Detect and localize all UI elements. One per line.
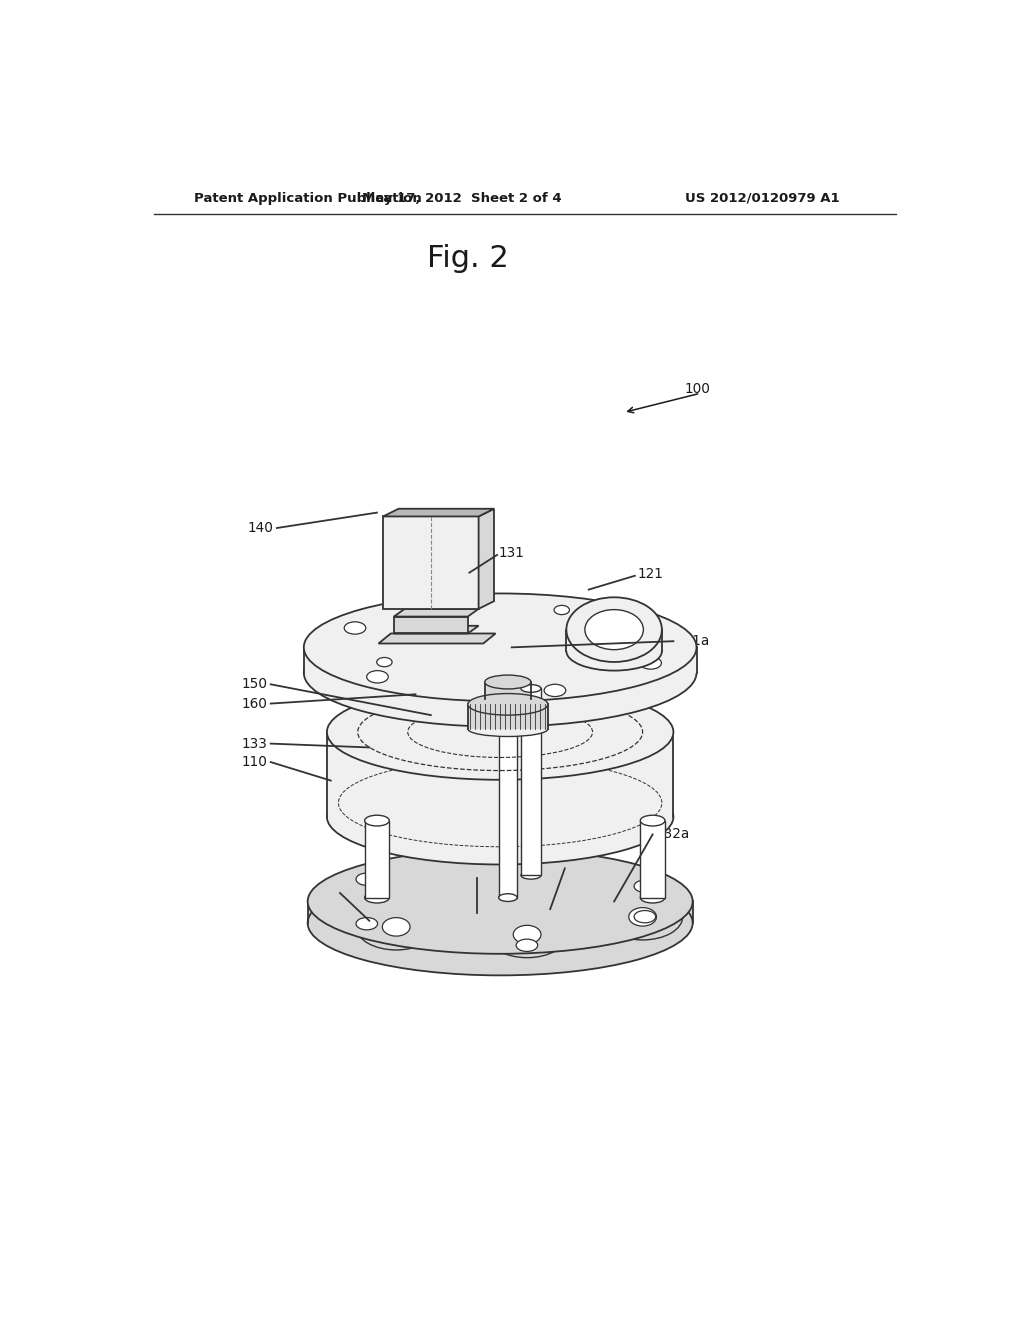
Polygon shape <box>379 634 496 644</box>
Text: 121: 121 <box>637 568 664 581</box>
Polygon shape <box>307 902 692 923</box>
Ellipse shape <box>484 675 531 689</box>
Ellipse shape <box>585 610 643 649</box>
Ellipse shape <box>634 911 655 923</box>
Ellipse shape <box>356 917 378 929</box>
Text: 131a: 131a <box>676 634 710 648</box>
Text: 133: 133 <box>242 737 267 751</box>
Polygon shape <box>640 821 665 898</box>
Text: Fig. 2: Fig. 2 <box>427 244 509 273</box>
Text: 131: 131 <box>499 545 524 560</box>
Ellipse shape <box>468 722 548 737</box>
Ellipse shape <box>365 892 389 903</box>
Text: 122: 122 <box>568 859 594 874</box>
Polygon shape <box>394 626 478 634</box>
Ellipse shape <box>327 684 674 780</box>
Ellipse shape <box>521 685 541 692</box>
Ellipse shape <box>516 939 538 952</box>
Text: Patent Application Publication: Patent Application Publication <box>194 191 422 205</box>
Text: US 2012/0120979 A1: US 2012/0120979 A1 <box>685 191 840 205</box>
Text: 160: 160 <box>242 697 267 710</box>
Polygon shape <box>478 508 494 609</box>
Ellipse shape <box>566 632 662 671</box>
Ellipse shape <box>499 894 517 902</box>
Polygon shape <box>327 733 674 817</box>
Ellipse shape <box>356 873 378 886</box>
Polygon shape <box>499 669 517 898</box>
Text: 132: 132 <box>327 892 353 906</box>
Ellipse shape <box>554 606 569 615</box>
Ellipse shape <box>516 851 538 863</box>
Polygon shape <box>383 508 494 516</box>
Polygon shape <box>484 682 531 700</box>
Text: 132a: 132a <box>655 828 690 841</box>
Polygon shape <box>566 630 662 651</box>
Ellipse shape <box>304 594 696 701</box>
Ellipse shape <box>602 894 683 940</box>
Ellipse shape <box>468 693 548 715</box>
Polygon shape <box>365 821 389 898</box>
Ellipse shape <box>640 816 665 826</box>
Ellipse shape <box>629 908 656 927</box>
Ellipse shape <box>367 671 388 682</box>
Ellipse shape <box>307 871 692 975</box>
Ellipse shape <box>344 622 366 634</box>
Ellipse shape <box>634 880 655 892</box>
Ellipse shape <box>462 597 483 609</box>
Polygon shape <box>383 516 478 609</box>
Ellipse shape <box>640 657 662 669</box>
Ellipse shape <box>304 619 696 726</box>
Polygon shape <box>468 705 548 729</box>
Ellipse shape <box>499 665 517 673</box>
Ellipse shape <box>640 892 665 903</box>
Ellipse shape <box>487 911 567 958</box>
Text: 150: 150 <box>242 677 267 692</box>
Text: 132a: 132a <box>460 878 495 892</box>
Ellipse shape <box>356 904 436 950</box>
Ellipse shape <box>327 770 674 865</box>
Text: May 17, 2012  Sheet 2 of 4: May 17, 2012 Sheet 2 of 4 <box>361 191 561 205</box>
Text: 140: 140 <box>247 521 273 535</box>
Ellipse shape <box>365 816 389 826</box>
Ellipse shape <box>382 917 410 936</box>
Ellipse shape <box>484 694 531 704</box>
Ellipse shape <box>307 849 692 954</box>
Ellipse shape <box>513 925 541 944</box>
Polygon shape <box>521 689 541 875</box>
Ellipse shape <box>377 657 392 667</box>
Ellipse shape <box>628 618 649 631</box>
Text: 100: 100 <box>685 383 711 396</box>
Polygon shape <box>394 609 478 616</box>
Polygon shape <box>394 616 468 634</box>
Ellipse shape <box>544 684 565 697</box>
Ellipse shape <box>521 871 541 879</box>
Text: 110: 110 <box>242 755 267 770</box>
Polygon shape <box>304 647 696 673</box>
Ellipse shape <box>566 597 662 663</box>
